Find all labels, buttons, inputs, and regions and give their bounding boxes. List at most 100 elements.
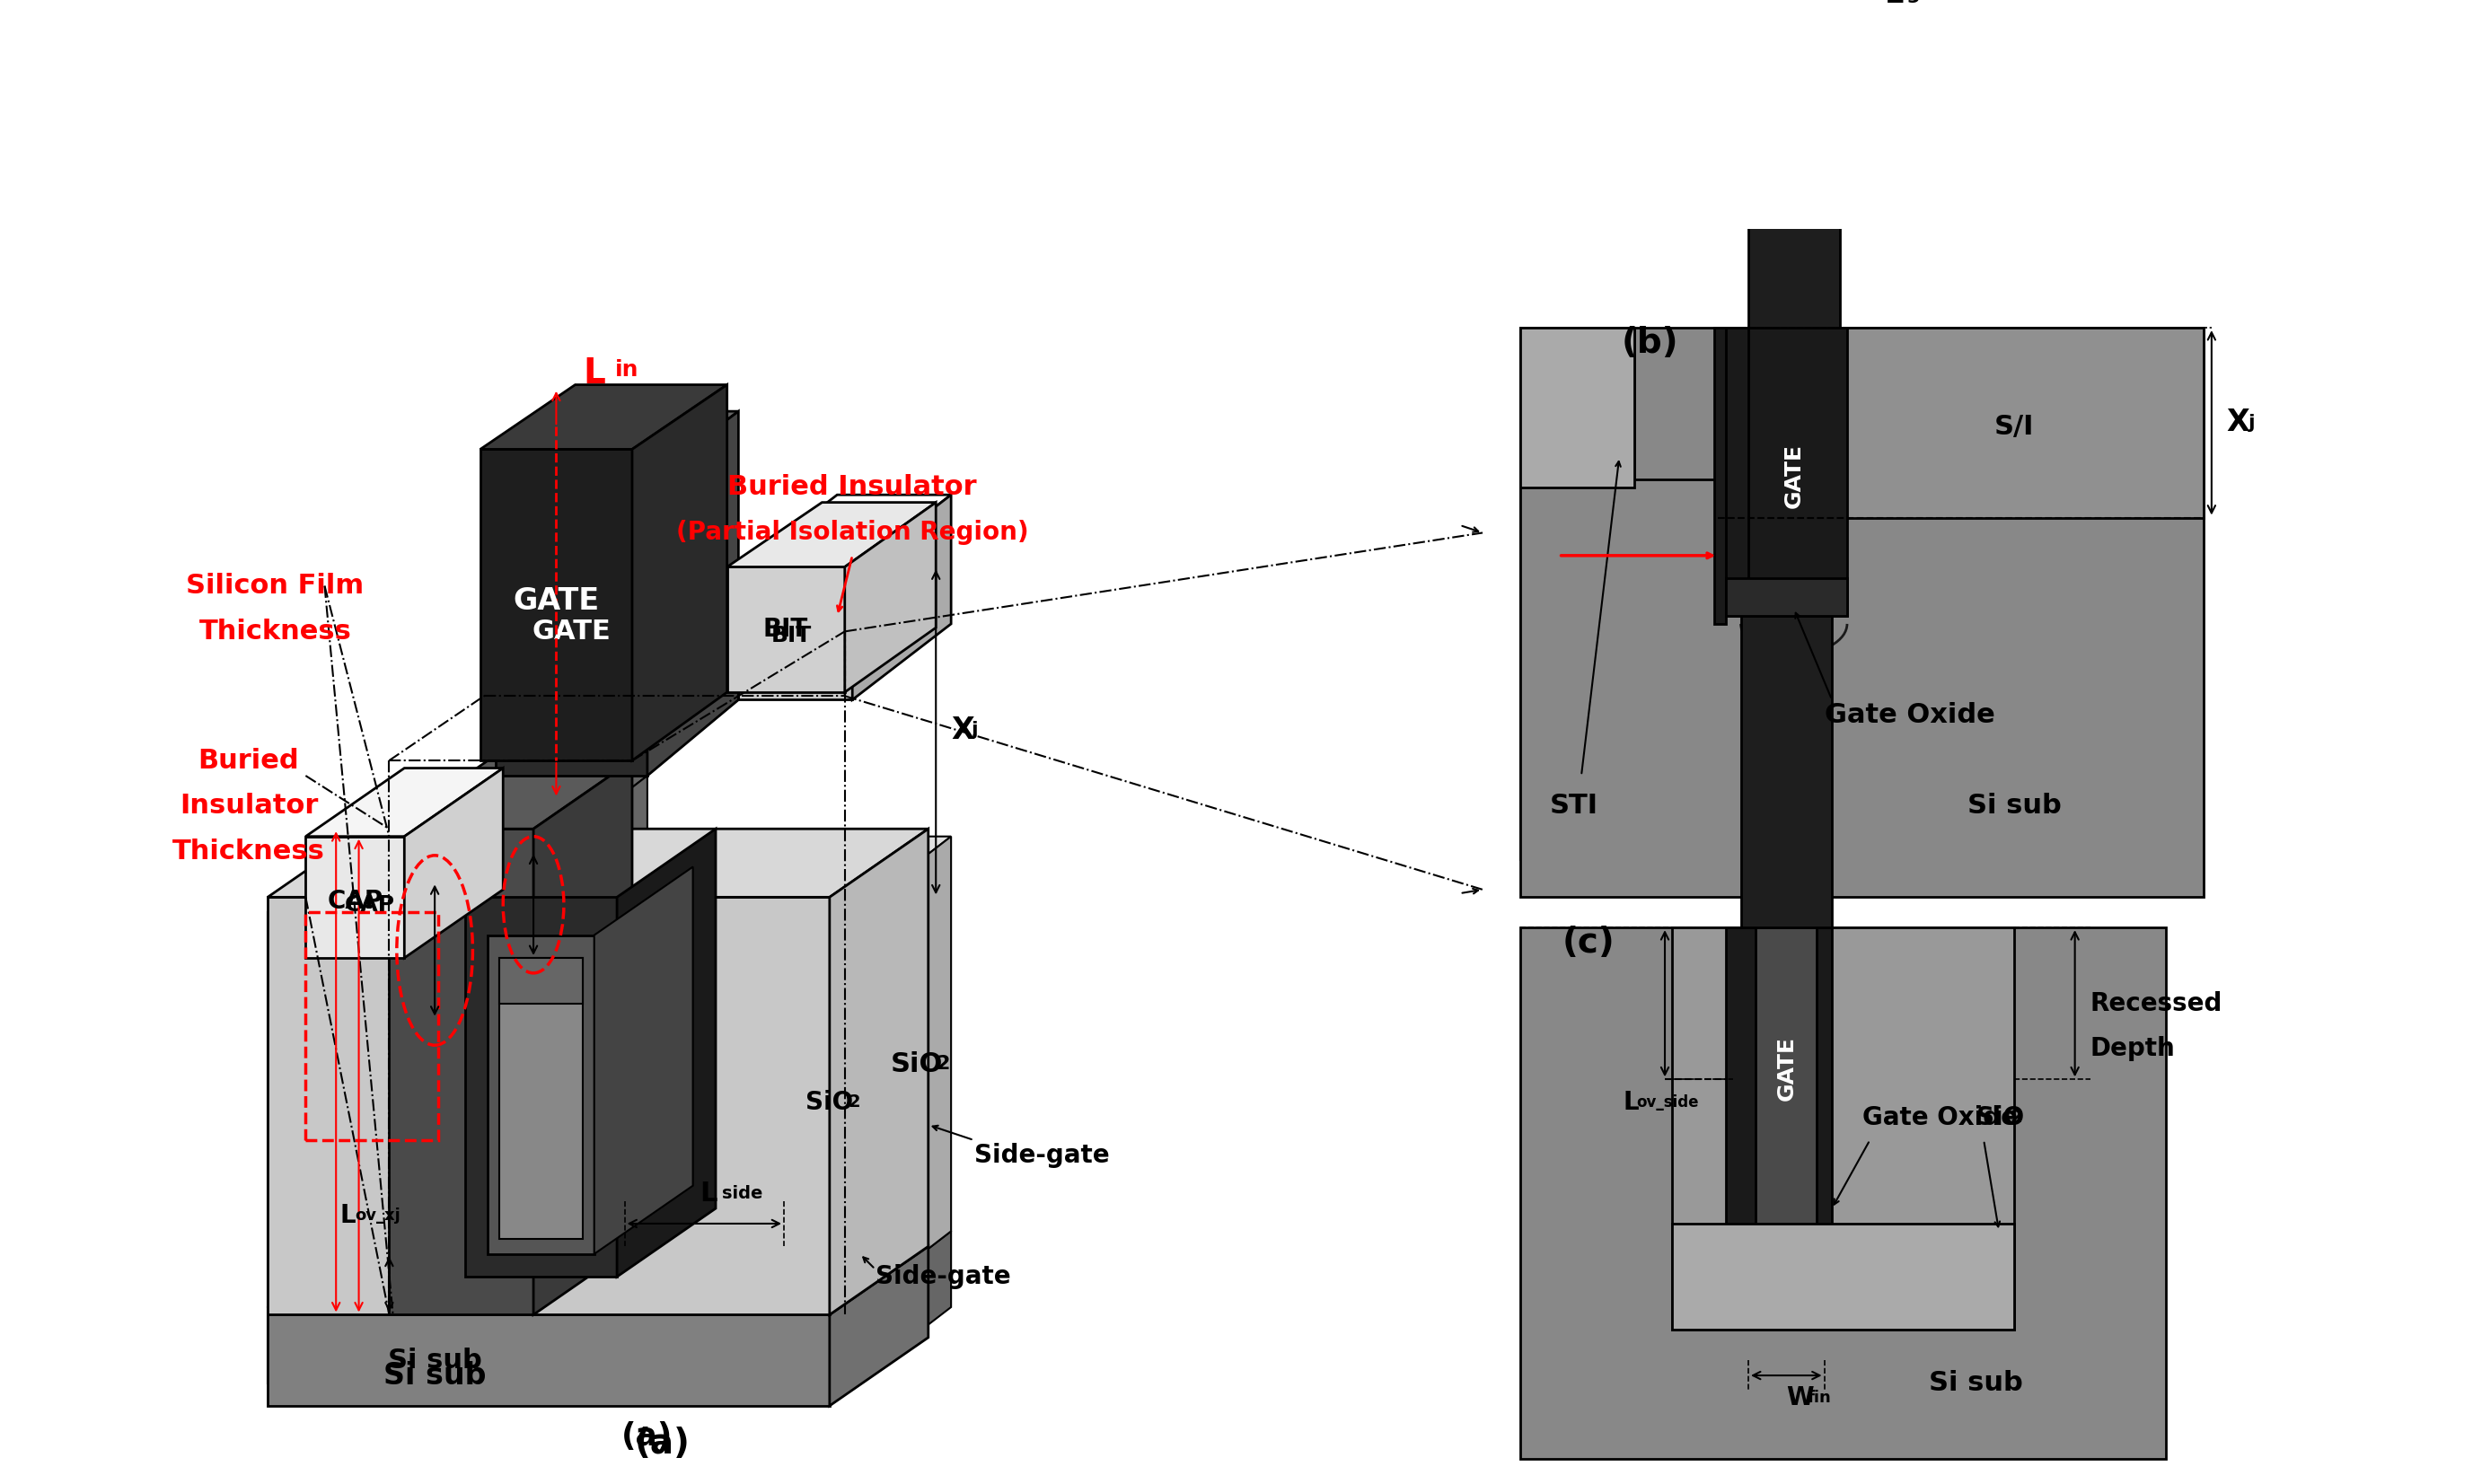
Polygon shape xyxy=(480,450,633,760)
Text: Gate Oxide: Gate Oxide xyxy=(1825,702,1996,729)
Polygon shape xyxy=(739,571,853,700)
Text: Side-gate: Side-gate xyxy=(974,1143,1108,1168)
Polygon shape xyxy=(502,852,579,1178)
Polygon shape xyxy=(480,1064,601,1215)
Text: Insulator: Insulator xyxy=(181,792,319,819)
Polygon shape xyxy=(853,494,952,700)
Text: STI: STI xyxy=(1551,792,1598,819)
Polygon shape xyxy=(267,1232,952,1307)
Text: Recessed: Recessed xyxy=(2090,991,2223,1017)
Text: Si sub: Si sub xyxy=(1966,792,2060,819)
Polygon shape xyxy=(846,503,935,692)
Polygon shape xyxy=(396,852,549,1307)
Polygon shape xyxy=(465,898,616,1276)
Polygon shape xyxy=(396,776,648,852)
Polygon shape xyxy=(307,837,406,957)
Polygon shape xyxy=(727,567,846,692)
Text: S/I: S/I xyxy=(1993,414,2035,439)
Polygon shape xyxy=(267,830,927,898)
Text: ov_side: ov_side xyxy=(1637,1094,1699,1110)
Polygon shape xyxy=(321,852,420,950)
Polygon shape xyxy=(458,852,626,1254)
Polygon shape xyxy=(267,837,952,913)
Polygon shape xyxy=(828,830,927,1315)
Polygon shape xyxy=(1726,928,1756,1261)
Polygon shape xyxy=(616,830,715,1276)
Text: j: j xyxy=(972,721,979,739)
Polygon shape xyxy=(487,935,594,1254)
Polygon shape xyxy=(267,913,853,1307)
Polygon shape xyxy=(267,1315,828,1405)
Text: Depth: Depth xyxy=(2090,1036,2176,1061)
Polygon shape xyxy=(500,957,584,1003)
Polygon shape xyxy=(828,1247,927,1405)
Polygon shape xyxy=(853,1232,952,1383)
Polygon shape xyxy=(495,479,648,776)
Text: GATE: GATE xyxy=(512,586,598,616)
Text: SiO: SiO xyxy=(806,1089,853,1114)
Polygon shape xyxy=(495,411,739,479)
Polygon shape xyxy=(1714,328,1847,623)
Polygon shape xyxy=(307,769,502,837)
Text: Si sub: Si sub xyxy=(383,1361,487,1391)
Text: side: side xyxy=(722,1184,762,1202)
Text: L: L xyxy=(1884,0,1904,9)
Bar xyxy=(1521,328,2166,859)
Bar xyxy=(1726,579,1847,616)
Text: L: L xyxy=(1622,1089,1640,1114)
Polygon shape xyxy=(267,1307,853,1383)
Text: L: L xyxy=(700,1180,717,1206)
Polygon shape xyxy=(1818,928,1832,1261)
Text: X: X xyxy=(952,715,974,745)
Text: Thickness: Thickness xyxy=(198,619,351,644)
Polygon shape xyxy=(1748,928,1825,1224)
Text: CAP: CAP xyxy=(346,893,396,916)
Polygon shape xyxy=(406,769,502,957)
Text: X: X xyxy=(2226,408,2250,438)
Polygon shape xyxy=(388,760,633,830)
Polygon shape xyxy=(648,411,739,776)
Text: 2: 2 xyxy=(848,1094,861,1110)
Text: BIT: BIT xyxy=(764,617,809,641)
Text: (c): (c) xyxy=(1563,926,1615,960)
Polygon shape xyxy=(267,1247,927,1315)
Bar xyxy=(1521,928,2166,1459)
Text: Si sub: Si sub xyxy=(388,1347,482,1373)
Polygon shape xyxy=(633,384,727,760)
Text: Buried Insulator: Buried Insulator xyxy=(727,475,977,500)
Polygon shape xyxy=(1719,328,2203,518)
Polygon shape xyxy=(500,957,584,1239)
Text: Buried: Buried xyxy=(198,748,299,773)
Polygon shape xyxy=(267,898,828,1315)
Text: Si sub: Si sub xyxy=(1929,1370,2023,1396)
Text: L: L xyxy=(584,356,606,390)
Text: L: L xyxy=(339,1204,356,1229)
Polygon shape xyxy=(739,494,952,571)
Polygon shape xyxy=(534,760,633,1315)
Polygon shape xyxy=(1741,616,1832,928)
Polygon shape xyxy=(853,837,952,1307)
Text: Silicon Film: Silicon Film xyxy=(185,573,364,600)
Polygon shape xyxy=(1672,1224,2013,1330)
Text: (b): (b) xyxy=(1622,326,1679,361)
Polygon shape xyxy=(480,384,727,450)
Text: Side-gate: Side-gate xyxy=(875,1264,1011,1290)
Text: GATE: GATE xyxy=(1783,444,1805,508)
Polygon shape xyxy=(1521,328,1635,487)
Text: Gate Oxide: Gate Oxide xyxy=(1862,1104,2018,1129)
Text: SiO: SiO xyxy=(1976,1104,2023,1129)
Polygon shape xyxy=(1748,1,1840,328)
Text: fin: fin xyxy=(1808,1391,1830,1407)
Polygon shape xyxy=(549,776,648,1307)
Text: (Partial Isolation Region): (Partial Isolation Region) xyxy=(675,521,1029,545)
Text: (a): (a) xyxy=(621,1420,673,1451)
Polygon shape xyxy=(1672,928,2013,1330)
Text: 2: 2 xyxy=(935,1055,950,1073)
Text: SiO: SiO xyxy=(890,1051,942,1077)
Text: CAP: CAP xyxy=(326,889,383,914)
Text: Thickness: Thickness xyxy=(173,838,324,865)
Text: in: in xyxy=(616,359,638,380)
Bar xyxy=(307,913,438,1140)
Polygon shape xyxy=(321,776,519,852)
Polygon shape xyxy=(480,988,601,1239)
